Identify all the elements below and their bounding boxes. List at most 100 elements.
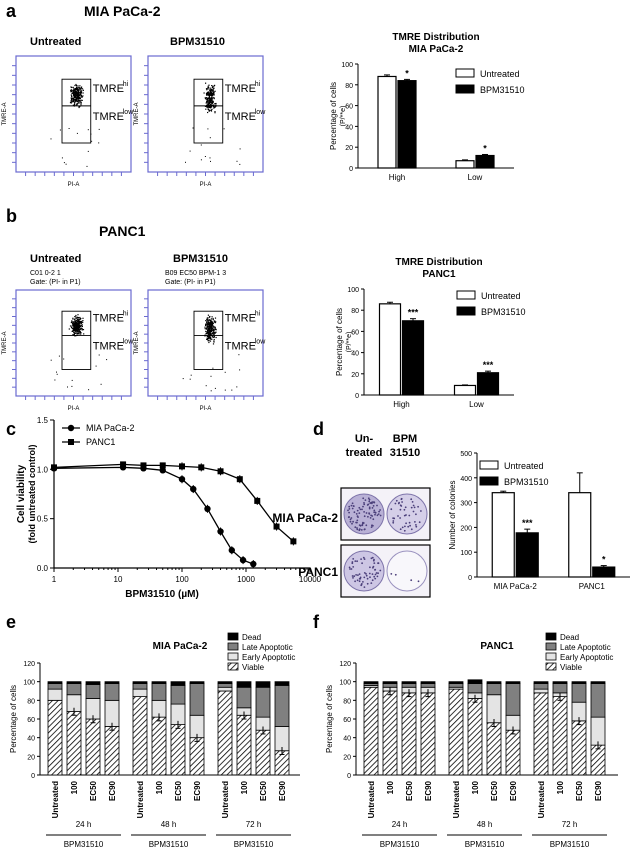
flow-dot (207, 101, 209, 103)
flow-dot (72, 104, 74, 106)
flow-dot (231, 389, 233, 391)
tmre-low-label: TMRE (225, 341, 256, 353)
flow-dot (70, 86, 72, 88)
flow-dot (213, 332, 215, 334)
y-axis-label: Percentage of cells (325, 685, 334, 753)
colony-dot (403, 529, 406, 532)
flow-dot (78, 101, 80, 103)
stack-segment-viable (571, 720, 587, 776)
data-point (179, 463, 185, 470)
flow-dot (77, 328, 79, 330)
significance-marker: * (483, 143, 487, 153)
colony-dot (410, 498, 413, 501)
y-tick-label: 20 (345, 145, 353, 152)
flow-dot (80, 102, 82, 104)
stack-segment-early-apoptotic (132, 688, 148, 698)
colony-dot (363, 511, 365, 513)
colony-dot (374, 513, 376, 516)
colony-dot (371, 573, 374, 575)
flow-dot (74, 104, 76, 106)
flow-dot (209, 107, 211, 109)
stack-segment-dead (467, 679, 483, 684)
flow-dot (213, 98, 215, 100)
stack-segment-viable (66, 711, 82, 776)
flow-dot (200, 159, 202, 161)
panel-a: a MIA PaCa-2 Untreated BPM31510 PI-A TMRE… (2, 1, 525, 188)
colony-dot (371, 556, 374, 559)
flow-dot (204, 326, 206, 328)
colony-dot (373, 509, 376, 512)
flow-dot (76, 88, 78, 90)
flow-dot (200, 144, 202, 146)
flow-dot (106, 359, 108, 361)
stack-segment-viable (217, 690, 233, 776)
flow-dot (205, 332, 207, 334)
stack-segment-viable (47, 699, 63, 776)
flow-dot (75, 92, 77, 94)
flow-dot (76, 327, 78, 329)
y-tick-label: 60 (343, 717, 351, 724)
flow-dot (74, 328, 76, 330)
flow-dot (206, 318, 208, 320)
flow-dot (209, 325, 211, 327)
flow-dot (73, 95, 75, 97)
flow-dot (71, 95, 73, 98)
x-tick-label: EC50 (174, 780, 183, 801)
flow-dot (205, 105, 207, 107)
flow-dot (77, 314, 79, 316)
flow-x-axis-label: PI-A (200, 406, 212, 412)
flow-dot (213, 334, 215, 336)
colony-dot (403, 508, 406, 511)
flow-dot (208, 320, 210, 322)
y-axis-label: Percentage of cells (335, 308, 344, 376)
colony-dot (354, 580, 356, 583)
colony-dot (348, 505, 351, 508)
stack-segment-late-apoptotic (505, 683, 521, 716)
flow-dot (75, 326, 77, 328)
gate-rectangle (61, 310, 92, 370)
tmre-low-superscript: low (255, 109, 266, 116)
flow-dot (78, 324, 80, 326)
flow-dot (215, 329, 217, 331)
stack-segment-viable (151, 716, 167, 776)
flow-dot (77, 85, 79, 87)
colony-dot (352, 577, 354, 579)
gate-rectangle (61, 78, 92, 144)
panel-c: c 0.0 0.5 1.0 1.5 1 10 100 1000 10000 BPM31510 (µ… (6, 416, 322, 600)
y-tick-label: 0.0 (37, 564, 49, 573)
bar-untreated (453, 384, 477, 396)
stack-segment-late-apoptotic (236, 686, 252, 709)
colony-dot (392, 520, 395, 522)
colony-dot (371, 507, 374, 509)
flow-dot (79, 326, 81, 328)
stack-segment-dead (85, 681, 101, 685)
flow-dot (213, 107, 215, 109)
x-tick-label: Untreated (452, 781, 461, 818)
flow-dot (208, 340, 210, 342)
flow-dot (214, 317, 217, 319)
flow-dot (207, 85, 209, 87)
flow-dot (214, 84, 216, 86)
flow-dot (74, 98, 76, 100)
col1-label-b: treated (346, 447, 383, 459)
flow-dot (73, 327, 75, 329)
bar-untreated (378, 303, 402, 396)
flow-dot (76, 325, 79, 328)
flow-dot (211, 102, 213, 104)
flow-dot (212, 317, 214, 320)
flow-dot (73, 321, 75, 323)
colony-dot (351, 507, 354, 510)
flow-dot (71, 90, 73, 92)
flow-dot (204, 328, 206, 330)
flow-dot (75, 91, 77, 93)
flow-y-axis-label: TMRE-A (134, 103, 140, 126)
flow-dot (78, 328, 80, 330)
tmre-low-superscript: low (123, 339, 134, 346)
x-tick-label: EC90 (278, 780, 287, 801)
group-drug-label: BPM31510 (465, 840, 505, 849)
flow-dot (77, 89, 79, 91)
flow-dot (79, 328, 81, 331)
colony-dot (356, 528, 359, 531)
x-tick-label: EC50 (490, 780, 499, 801)
